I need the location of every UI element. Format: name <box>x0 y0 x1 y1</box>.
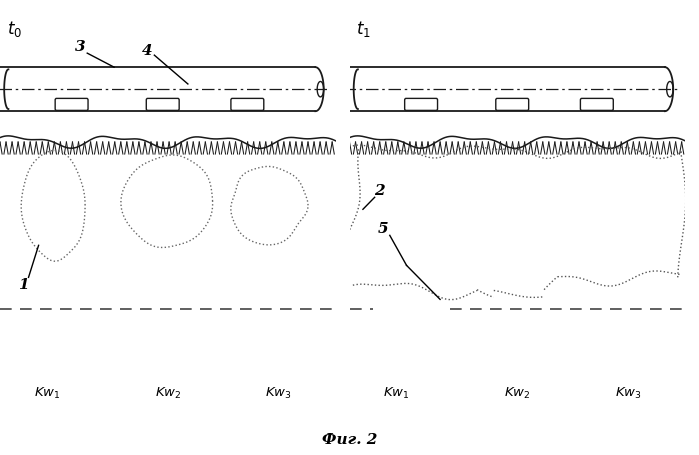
Text: $Kw_2$: $Kw_2$ <box>154 386 181 401</box>
FancyBboxPatch shape <box>55 98 88 111</box>
Text: $Kw_2$: $Kw_2$ <box>504 386 531 401</box>
Text: 1: 1 <box>18 278 29 293</box>
Text: $Kw_3$: $Kw_3$ <box>265 386 291 401</box>
Text: $Kw_1$: $Kw_1$ <box>34 386 60 401</box>
FancyBboxPatch shape <box>231 98 264 111</box>
Text: $t_0$: $t_0$ <box>7 19 22 39</box>
Text: $Kw_3$: $Kw_3$ <box>614 386 641 401</box>
FancyBboxPatch shape <box>405 98 438 111</box>
Text: $Kw_1$: $Kw_1$ <box>383 386 410 401</box>
FancyBboxPatch shape <box>496 98 528 111</box>
Text: 3: 3 <box>75 40 86 54</box>
Text: 4: 4 <box>143 44 153 58</box>
FancyBboxPatch shape <box>580 98 613 111</box>
Text: 5: 5 <box>377 222 389 236</box>
Text: Фиг. 2: Фиг. 2 <box>322 433 377 447</box>
Text: 2: 2 <box>375 184 385 198</box>
FancyBboxPatch shape <box>146 98 179 111</box>
Text: $t_1$: $t_1$ <box>356 19 371 39</box>
